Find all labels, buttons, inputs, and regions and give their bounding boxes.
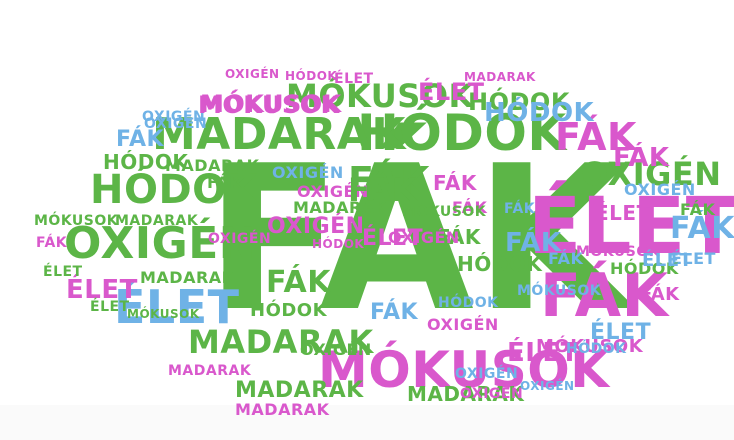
word-oxigen: OXIGÉN bbox=[144, 116, 208, 132]
word-elet: ÉLET bbox=[114, 280, 240, 334]
word-fak: FÁK bbox=[505, 228, 562, 258]
word-mokusok: MÓKUSOK bbox=[198, 91, 340, 119]
bottom-edge bbox=[0, 405, 734, 440]
word-mokusok: MÓKUSOK bbox=[127, 307, 200, 321]
word-oxigen: OXIGÉN bbox=[225, 67, 280, 81]
word-madarak: MADARAK bbox=[165, 156, 260, 175]
word-elet: ÉLET bbox=[590, 320, 652, 345]
word-elet: ÉLET bbox=[90, 299, 130, 315]
word-fak: FÁK bbox=[555, 115, 637, 159]
word-elet: ÉLET bbox=[362, 226, 424, 251]
word-hodok: HÓDOK bbox=[438, 295, 499, 311]
word-elet: ÉLET bbox=[418, 78, 485, 106]
word-oxigen: OXIGÉN bbox=[388, 228, 460, 247]
word-elet: ÉLET bbox=[595, 201, 651, 225]
word-hodok: HÓDOK bbox=[312, 237, 365, 251]
word-fak: FÁK bbox=[370, 300, 419, 325]
word-madarak: MADARAK bbox=[407, 382, 525, 406]
word-hodok: HÓDOK bbox=[457, 252, 543, 276]
word-madarak: MADARAK bbox=[152, 109, 406, 160]
word-fak: FÁK bbox=[433, 171, 477, 195]
word-fak: FÁK bbox=[36, 235, 68, 251]
word-oxigen: OXIGÉN bbox=[267, 214, 365, 239]
word-hodok: HÓDOK bbox=[610, 259, 679, 278]
word-fak: FÁK bbox=[348, 171, 418, 209]
word-fak: FÁK bbox=[540, 261, 669, 331]
word-fak: FÁK bbox=[207, 173, 243, 192]
word-oxigen: OXIGÉN bbox=[142, 109, 206, 125]
word-oxigen: OXIGÉN bbox=[520, 379, 575, 393]
word-elet: ÉLET bbox=[66, 275, 138, 305]
word-madarak: MADARAK bbox=[293, 198, 388, 217]
word-hodok: HÓDOK bbox=[484, 98, 595, 128]
word-elet: ÉLET bbox=[334, 71, 374, 87]
word-fak: FÁK bbox=[548, 249, 584, 268]
word-fak: FÁK bbox=[116, 127, 165, 152]
word-madarak: MADARAK bbox=[115, 213, 199, 229]
word-oxigen: OXIGÉN bbox=[272, 163, 344, 182]
word-fak: FÁK bbox=[205, 123, 630, 356]
word-fak: FÁK bbox=[640, 284, 680, 305]
word-oxigen: OXIGÉN bbox=[581, 155, 722, 193]
word-oxigen: OXIGÉN bbox=[427, 315, 499, 334]
word-hodok: HÓDOK bbox=[566, 341, 627, 357]
word-fak: FÁK bbox=[266, 265, 332, 300]
word-hodok: HÓDOK bbox=[357, 104, 567, 162]
word-mokusok: MÓKUSOK bbox=[517, 283, 602, 299]
word-madarak: MADARAK bbox=[140, 268, 235, 287]
word-oxigen: OXIGÉN bbox=[297, 182, 369, 201]
word-fak: FÁK bbox=[452, 198, 488, 217]
word-oxigen: OXIGÉN bbox=[455, 366, 519, 382]
word-elet: ÉLET bbox=[671, 249, 716, 268]
word-oxigen: OXIGÉN bbox=[300, 340, 372, 359]
word-oxigen: OXIGÉN bbox=[624, 180, 696, 199]
word-hodok: HÓDOK bbox=[103, 150, 189, 174]
word-madarak: MADARAK bbox=[235, 400, 330, 419]
word-mokusok: MÓKUSOK bbox=[286, 77, 474, 115]
word-mokusok: MÓKUSOK bbox=[576, 244, 661, 260]
word-hodok: HÓDOK bbox=[250, 300, 328, 321]
word-hodok: HÓDOK bbox=[90, 167, 259, 213]
word-fak: FÁK bbox=[348, 159, 430, 203]
word-oxigen: OXIGÉN bbox=[64, 218, 257, 269]
word-madarak: MADARAK bbox=[235, 378, 364, 403]
word-oxigen: OXIGÉN bbox=[208, 231, 272, 247]
word-madarak: MADARAK bbox=[188, 323, 374, 361]
word-fak: FÁK bbox=[670, 211, 734, 246]
word-elet: ÉLET bbox=[528, 182, 734, 272]
word-elet: ÉLET bbox=[43, 264, 83, 280]
word-hodok: HÓDOK bbox=[468, 88, 570, 116]
word-madarak: MADARAK bbox=[168, 363, 252, 379]
word-mokusok: MÓKUSOK bbox=[200, 90, 342, 118]
word-mokusok: MÓKUSOK bbox=[402, 204, 487, 220]
word-mokusok: MÓKUSOK bbox=[536, 336, 644, 357]
word-mokusok: MÓKUSOK bbox=[318, 341, 610, 399]
word-mokusok: MÓKUSOK bbox=[34, 213, 119, 229]
word-oxigen: OXIGÉN bbox=[460, 386, 524, 402]
word-fak: FÁK bbox=[437, 225, 481, 249]
word-fak: FÁK bbox=[613, 143, 670, 173]
word-hodok: HÓDOK bbox=[285, 69, 338, 83]
word-elet: ÉLET bbox=[507, 338, 579, 368]
word-madarak: MADARAK bbox=[464, 70, 536, 84]
word-fak: FÁK bbox=[680, 200, 716, 219]
word-fak: FÁK bbox=[504, 201, 536, 217]
word-elet: ÉLET bbox=[642, 250, 693, 271]
